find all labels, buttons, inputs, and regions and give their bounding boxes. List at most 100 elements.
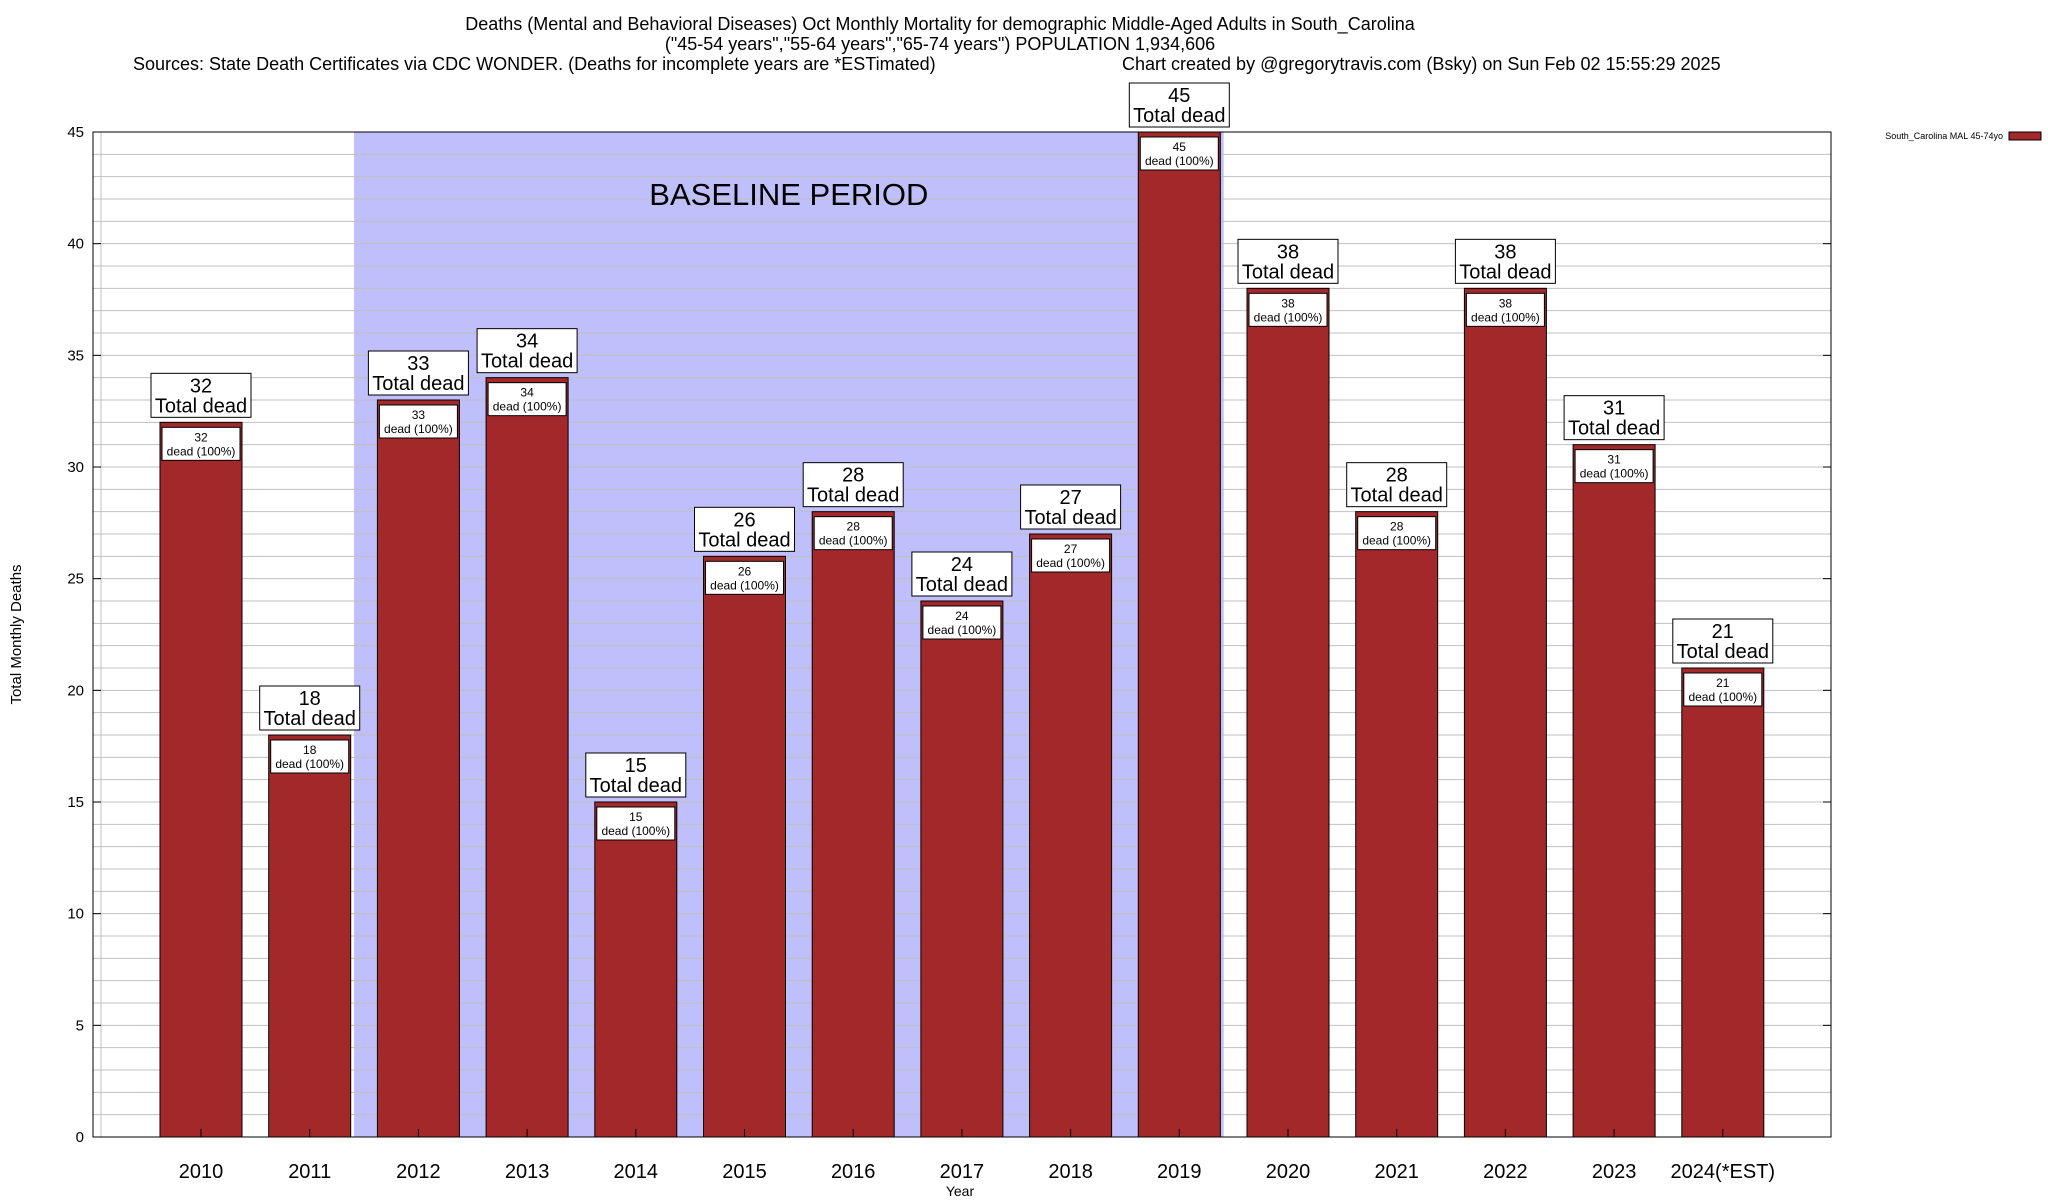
bar-top-label: Total dead — [1459, 261, 1551, 283]
bar-top-label: Total dead — [372, 373, 464, 395]
bar-top-value: 45 — [1168, 85, 1190, 107]
bar-inner-label-box — [1248, 292, 1328, 327]
bar — [1029, 533, 1113, 1138]
bar-top-label-box — [1237, 238, 1339, 284]
x-tick-label: 2017 — [940, 1161, 985, 1183]
bar-top-label: Total dead — [590, 775, 682, 797]
bar-top-label-box — [259, 685, 361, 731]
bar-inner-value: 33 — [412, 408, 426, 422]
bar-inner-value: 32 — [194, 430, 208, 444]
bar-inner-label: dead (100%) — [275, 757, 344, 771]
legend-label: South_Carolina MAL 45-74yo — [1885, 131, 2003, 141]
bar-inner-label: dead (100%) — [1036, 556, 1105, 570]
baseline-label: BASELINE PERIOD — [649, 177, 928, 212]
bar-inner-label: dead (100%) — [1471, 310, 1540, 324]
bar-inner-label-box — [813, 516, 893, 551]
x-tick-label: 2020 — [1266, 1161, 1311, 1183]
y-tick-label: 40 — [67, 236, 84, 253]
bar-inner-label-box — [487, 382, 567, 417]
bar-inner-label-box — [1574, 449, 1654, 484]
bar-inner-value: 21 — [1716, 676, 1730, 690]
bar-inner-label: dead (100%) — [384, 422, 453, 436]
bar-inner-label-box — [378, 404, 458, 439]
bar-top-label: Total dead — [481, 351, 573, 373]
bar-inner-value: 28 — [1390, 520, 1404, 534]
bar-inner-label: dead (100%) — [601, 824, 670, 838]
bar-top-value: 28 — [1386, 465, 1408, 487]
bar-inner-value: 45 — [1173, 140, 1187, 154]
bar-top-label: Total dead — [264, 708, 356, 730]
bar-inner-label: dead (100%) — [1580, 467, 1649, 481]
bar-top-label-box — [911, 551, 1013, 597]
bar-top-value: 33 — [407, 353, 429, 375]
bar-top-label-box — [1346, 462, 1448, 508]
bar-top-value: 15 — [625, 755, 647, 777]
bar-top-label: Total dead — [155, 395, 247, 417]
bar-top-value: 38 — [1277, 241, 1299, 263]
bar-top-label-box — [476, 328, 578, 374]
bar-top-label-box — [585, 752, 687, 798]
bar-top-label-box — [367, 350, 469, 396]
y-tick-label: 10 — [67, 906, 84, 923]
bar-inner-label: dead (100%) — [1254, 310, 1323, 324]
y-tick-label: 35 — [67, 347, 84, 364]
y-tick-label: 30 — [67, 459, 84, 476]
bar-top-label-box — [802, 462, 904, 508]
bar-top-label-box — [694, 506, 795, 552]
y-axis-label: Total Monthly Deaths — [8, 564, 25, 704]
bar-top-label-box — [1454, 238, 1556, 284]
sources-note: Sources: State Death Certificates via CD… — [133, 54, 936, 74]
bar-inner-value: 34 — [520, 386, 534, 400]
bar-inner-label-box — [161, 426, 241, 461]
y-tick-label: 20 — [67, 682, 84, 699]
x-tick-label: 2016 — [831, 1161, 876, 1183]
bar — [1355, 511, 1439, 1138]
bar-top-label-box — [1128, 82, 1230, 128]
bar — [1572, 444, 1656, 1138]
bar-inner-label: dead (100%) — [1362, 534, 1431, 548]
bar — [485, 377, 569, 1138]
bar-inner-label-box — [1683, 672, 1763, 707]
bar — [811, 511, 895, 1138]
x-tick-label: 2018 — [1048, 1161, 1093, 1183]
chart-subtitle: ("45-54 years","55-64 years","65-74 year… — [664, 34, 1216, 54]
bar — [376, 399, 460, 1138]
bar-top-label-box — [1563, 395, 1665, 441]
bar-top-label-box — [1020, 484, 1122, 530]
x-tick-label: 2019 — [1157, 1161, 1202, 1183]
bar-inner-label-box — [1357, 516, 1437, 551]
bar-top-value: 26 — [733, 509, 755, 531]
bar-inner-value: 15 — [629, 810, 643, 824]
bar-top-label: Total dead — [807, 485, 899, 507]
bar-inner-value: 28 — [847, 520, 861, 534]
bar-top-value: 21 — [1712, 621, 1734, 643]
bar-inner-label-box — [1031, 538, 1111, 573]
bar — [1137, 131, 1221, 1138]
bar-top-value: 27 — [1059, 487, 1081, 509]
y-tick-label: 25 — [67, 571, 84, 588]
x-tick-label: 2022 — [1483, 1161, 1528, 1183]
bar-top-label-box — [150, 372, 252, 418]
bar-inner-label: dead (100%) — [493, 400, 562, 414]
bar-top-label: Total dead — [1024, 507, 1116, 529]
x-tick-label: 2013 — [505, 1161, 550, 1183]
bar-top-value: 38 — [1494, 241, 1516, 263]
bar-top-label: Total dead — [1568, 418, 1660, 440]
bar-top-label: Total dead — [1242, 261, 1334, 283]
bar-inner-label: dead (100%) — [1688, 690, 1757, 704]
bar-inner-value: 38 — [1281, 296, 1295, 310]
bar-top-value: 28 — [842, 465, 864, 487]
bar-inner-label-box — [270, 739, 350, 774]
bar-inner-value: 38 — [1499, 296, 1513, 310]
x-tick-label: 2014 — [614, 1161, 659, 1183]
bar-top-label: Total dead — [1351, 485, 1443, 507]
bar-inner-label: dead (100%) — [819, 534, 888, 548]
y-tick-label: 15 — [67, 794, 84, 811]
bar-inner-label: dead (100%) — [928, 623, 997, 637]
bar — [1463, 287, 1547, 1138]
bar-top-value: 34 — [516, 331, 538, 353]
credit-note: Chart created by @gregorytravis.com (Bsk… — [1122, 54, 1721, 74]
bar-inner-label-box — [705, 560, 784, 595]
bar — [1681, 667, 1765, 1138]
x-tick-label: 2011 — [288, 1161, 331, 1183]
